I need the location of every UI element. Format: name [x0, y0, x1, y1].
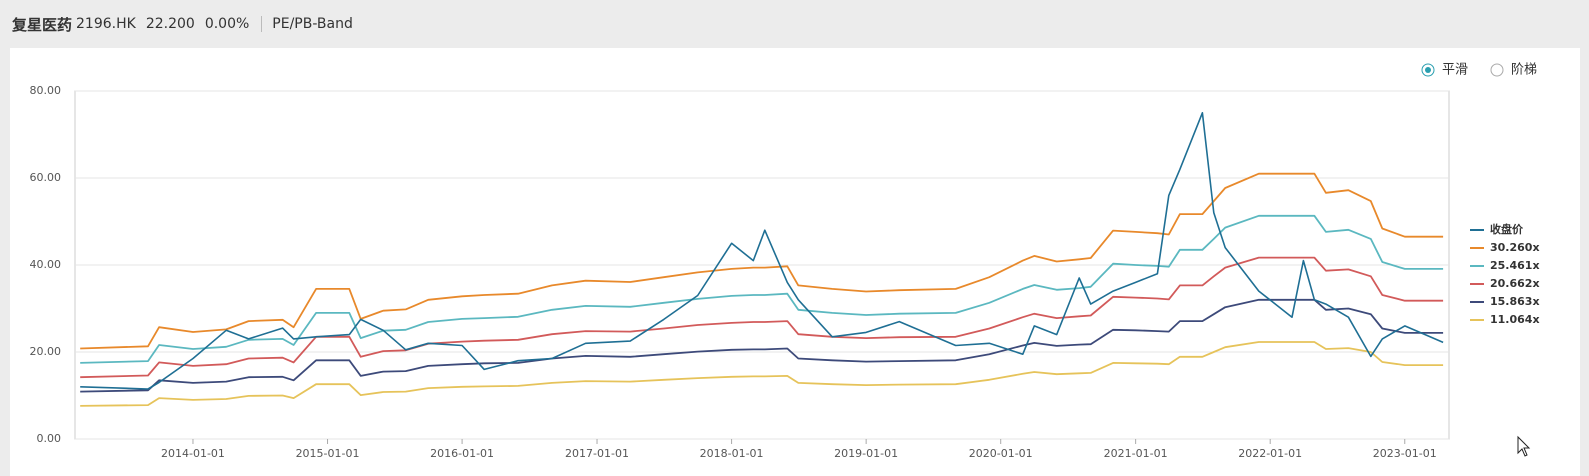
x-tick-label: 2018-01-01 — [700, 447, 764, 460]
tab[interactable]: PE/PB-Band — [272, 16, 353, 32]
y-tick-label: 60.00 — [30, 171, 62, 184]
x-tick-label: 2021-01-01 — [1104, 447, 1168, 460]
y-tick-label: 80.00 — [30, 84, 62, 97]
series-line — [80, 256, 1444, 379]
cursor — [1517, 435, 1531, 457]
stock-price: 22.200 — [145, 16, 195, 32]
x-tick-label: 2014-01-01 — [161, 447, 225, 460]
radio-dot — [1425, 67, 1431, 73]
header: 复星医药 2196.HK 22.200 0.00% PE/PB-Band — [0, 0, 1589, 48]
legend-label: 25.461x — [1490, 259, 1540, 272]
x-tick-label: 2016-01-01 — [430, 447, 494, 460]
stock-change: 0.00% — [205, 16, 263, 32]
stock-code: 2196.HK — [76, 16, 136, 32]
stock-name: 复星医药 — [12, 15, 73, 34]
radio-smooth[interactable] — [1421, 63, 1435, 77]
x-tick-label: 2022-01-01 — [1238, 447, 1302, 460]
x-tick-label: 2020-01-01 — [969, 447, 1033, 460]
x-tick-label: 2015-01-01 — [296, 447, 360, 460]
series-line — [80, 214, 1444, 364]
y-tick-label: 0.00 — [37, 432, 62, 445]
y-tick-label: 20.00 — [30, 345, 62, 358]
series-line — [80, 112, 1444, 390]
x-tick-label: 2017-01-01 — [565, 447, 629, 460]
series-line — [80, 298, 1444, 393]
legend-label: 15.863x — [1490, 295, 1540, 308]
radio-label[interactable]: 平滑 — [1442, 63, 1468, 78]
series-line — [80, 341, 1444, 407]
legend-label: 11.064x — [1490, 313, 1540, 326]
x-tick-label: 2023-01-01 — [1373, 447, 1437, 460]
series-line — [80, 172, 1444, 350]
y-tick-label: 40.00 — [30, 258, 62, 271]
legend-label: 20.662x — [1490, 277, 1540, 290]
legend-label: 30.260x — [1490, 241, 1540, 254]
legend-label: 收盘价 — [1490, 222, 1524, 236]
radio-step[interactable] — [1490, 63, 1504, 77]
radio-label[interactable]: 阶梯 — [1511, 63, 1537, 78]
x-tick-label: 2019-01-01 — [834, 447, 898, 460]
